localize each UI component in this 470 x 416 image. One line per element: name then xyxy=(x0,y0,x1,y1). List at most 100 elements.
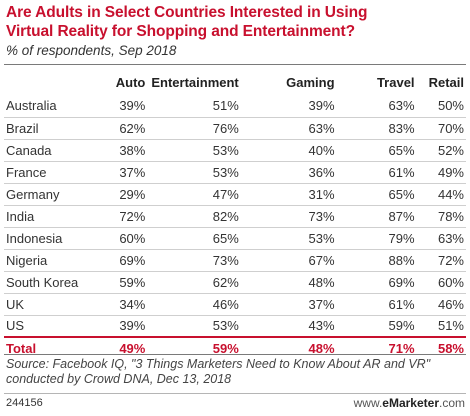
country-name: Germany xyxy=(4,183,103,206)
entertainment-value: 53% xyxy=(151,139,261,162)
table-row: India 72% 82% 73% 87% 78% xyxy=(4,205,466,228)
retail-value: 70% xyxy=(416,117,466,140)
country-name: Indonesia xyxy=(4,227,103,250)
auto-value: 69% xyxy=(102,249,152,272)
gaming-value: 67% xyxy=(260,249,358,272)
total-retail-value: 58% xyxy=(437,341,464,356)
total-gaming-value: 48% xyxy=(308,341,335,356)
entertainment-value: 46% xyxy=(151,293,261,316)
column-header-travel: Travel xyxy=(376,74,415,90)
auto-value: 60% xyxy=(102,227,152,250)
column-header-entertainment: Entertainment xyxy=(151,74,239,90)
header-row: Auto Entertainment Gaming Travel Retail xyxy=(4,69,466,95)
table-row: UK 34% 46% 37% 61% 46% xyxy=(4,293,466,316)
auto-value: 39% xyxy=(102,95,152,118)
brand-suffix: .com xyxy=(438,396,465,410)
travel-value: 59% xyxy=(357,315,417,338)
retail-value: 44% xyxy=(416,183,466,206)
total-entertainment-value: 59% xyxy=(212,341,239,356)
table-row: Australia 39% 51% 39% 63% 50% xyxy=(4,95,466,118)
total-row: Total 49% 59% 48% 71% 58% xyxy=(4,337,466,359)
table-row: Canada 38% 53% 40% 65% 52% xyxy=(4,139,466,162)
retail-value: 51% xyxy=(416,315,466,338)
chart-id: 244156 xyxy=(6,397,43,409)
entertainment-value: 53% xyxy=(151,315,261,338)
column-header-gaming: Gaming xyxy=(286,74,335,90)
auto-value: 37% xyxy=(102,161,152,184)
entertainment-value: 82% xyxy=(151,205,261,228)
column-header-retail: Retail xyxy=(428,74,464,90)
travel-value: 61% xyxy=(357,293,417,316)
table-row: Germany 29% 47% 31% 65% 44% xyxy=(4,183,466,206)
travel-value: 69% xyxy=(357,271,417,294)
gaming-value: 37% xyxy=(260,293,358,316)
retail-value: 52% xyxy=(416,139,466,162)
total-auto-value: 49% xyxy=(119,341,146,356)
retail-value: 46% xyxy=(416,293,466,316)
country-name: US xyxy=(4,315,103,338)
travel-value: 63% xyxy=(357,95,417,118)
table-row: France 37% 53% 36% 61% 49% xyxy=(4,161,466,184)
total-travel-value: 71% xyxy=(388,341,415,356)
retail-value: 49% xyxy=(416,161,466,184)
country-name: UK xyxy=(4,293,103,316)
gaming-value: 31% xyxy=(260,183,358,206)
travel-value: 61% xyxy=(357,161,417,184)
auto-value: 62% xyxy=(102,117,152,140)
table-row: Indonesia 60% 65% 53% 79% 63% xyxy=(4,227,466,250)
column-header-country xyxy=(4,69,102,95)
auto-value: 72% xyxy=(102,205,152,228)
travel-value: 65% xyxy=(357,139,417,162)
retail-value: 78% xyxy=(416,205,466,228)
travel-value: 83% xyxy=(357,117,417,140)
top-divider xyxy=(4,64,466,65)
entertainment-value: 65% xyxy=(151,227,261,250)
data-table: Auto Entertainment Gaming Travel Retail … xyxy=(4,69,466,359)
table-row: South Korea 59% 62% 48% 69% 60% xyxy=(4,271,466,294)
auto-value: 39% xyxy=(102,315,152,338)
gaming-value: 39% xyxy=(260,95,358,118)
entertainment-value: 51% xyxy=(151,95,261,118)
brand-prefix: www. xyxy=(353,396,383,410)
auto-value: 29% xyxy=(102,183,152,206)
retail-value: 72% xyxy=(416,249,466,272)
gaming-value: 73% xyxy=(260,205,358,228)
brand-link[interactable]: www.eMarketer.com xyxy=(354,396,465,410)
table-row: US 39% 53% 43% 59% 51% xyxy=(4,315,466,338)
total-label: Total xyxy=(6,341,37,356)
footer-divider xyxy=(4,393,466,394)
entertainment-value: 47% xyxy=(151,183,261,206)
gaming-value: 40% xyxy=(260,139,358,162)
chart-subtitle: % of respondents, Sep 2018 xyxy=(6,43,177,58)
travel-value: 65% xyxy=(357,183,417,206)
auto-value: 59% xyxy=(102,271,152,294)
gaming-value: 43% xyxy=(260,315,358,338)
gaming-value: 63% xyxy=(260,117,358,140)
entertainment-value: 53% xyxy=(151,161,261,184)
country-name: Australia xyxy=(4,95,103,118)
travel-value: 88% xyxy=(357,249,417,272)
retail-value: 63% xyxy=(416,227,466,250)
table-row: Brazil 62% 76% 63% 83% 70% xyxy=(4,117,466,140)
entertainment-value: 76% xyxy=(151,117,261,140)
gaming-value: 48% xyxy=(260,271,358,294)
chart-title: Are Adults in Select Countries Intereste… xyxy=(6,4,368,40)
country-name: South Korea xyxy=(4,271,103,294)
gaming-value: 36% xyxy=(260,161,358,184)
bottom-divider xyxy=(4,354,466,355)
auto-value: 34% xyxy=(102,293,152,316)
retail-value: 50% xyxy=(416,95,466,118)
retail-value: 60% xyxy=(416,271,466,294)
country-name: India xyxy=(4,205,103,228)
brand-name: eMarketer xyxy=(382,396,439,410)
entertainment-value: 62% xyxy=(151,271,261,294)
country-name: Nigeria xyxy=(4,249,103,272)
country-name: Canada xyxy=(4,139,103,162)
travel-value: 79% xyxy=(357,227,417,250)
auto-value: 38% xyxy=(102,139,152,162)
table-body: Australia 39% 51% 39% 63% 50% Brazil 62% 76% 63% 8… xyxy=(4,95,466,359)
country-name: France xyxy=(4,161,103,184)
table-row: Nigeria 69% 73% 67% 88% 72% xyxy=(4,249,466,272)
entertainment-value: 73% xyxy=(151,249,261,272)
gaming-value: 53% xyxy=(260,227,358,250)
